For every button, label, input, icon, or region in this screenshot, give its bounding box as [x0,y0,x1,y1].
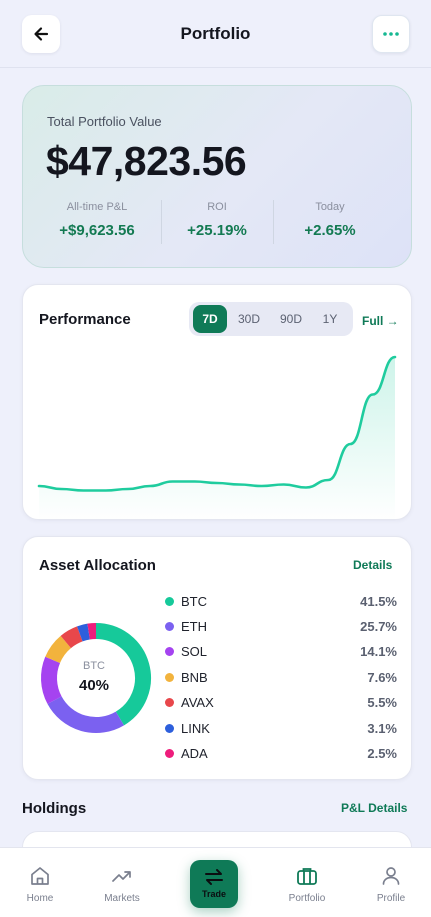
allocation-donut [41,623,151,733]
range-30d-button[interactable]: 30D [237,312,260,326]
nav-label: Markets [104,893,140,904]
performance-area [39,357,395,519]
asset-name: ADA [181,746,208,761]
total-value-label: Total Portfolio Value [47,114,162,129]
donut-center-value: 40% [78,677,110,694]
home-icon [31,867,49,885]
donut-center-label: BTC [83,660,105,672]
asset-name: AVAX [181,695,214,710]
donut-center: BTC 40% [39,623,149,733]
legend-dot [165,597,174,606]
performance-chart [37,355,397,519]
divider [273,200,274,244]
nav-home[interactable]: Home [0,848,83,917]
asset-percent: 2.5% [367,746,397,761]
donut-slice-link [77,623,91,642]
legend-row-btc: BTC 41.5% [165,592,397,612]
legend-row-avax: AVAX 5.5% [165,693,397,713]
nav-label: Portfolio [288,893,326,904]
back-button[interactable] [22,15,60,53]
divider [161,200,162,244]
legend-row-bnb: BNB 7.6% [165,668,397,688]
total-value: $47,823.56 [46,138,247,184]
asset-percent: 41.5% [360,594,397,609]
trending-up-icon [112,871,131,882]
legend-dot [165,749,174,758]
range-selector: 7D 30D 90D 1Y [189,302,353,336]
legend-row-link: LINK 3.1% [165,719,397,739]
donut-slice-btc [95,623,151,726]
legend-dot [165,647,174,656]
asset-percent: 14.1% [360,644,397,659]
full-chart-link[interactable]: Full → [362,314,399,328]
stat-label: All-time P&L [66,201,128,213]
stat-value: +2.65% [304,222,356,239]
asset-percent: 3.1% [367,721,397,736]
stat-all-time-pnl: All-time P&L +$9,623.56 [41,201,153,245]
legend-dot [165,698,174,707]
pnl-details-link[interactable]: P&L Details [341,801,408,815]
asset-percent: 5.5% [367,695,397,710]
more-horizontal-icon [383,32,399,36]
nav-label: Profile [376,893,406,904]
legend-row-ada: ADA 2.5% [165,744,397,764]
legend-dot [165,724,174,733]
arrow-left-icon [34,27,49,41]
stat-label: ROI [207,201,227,213]
allocation-title: Asset Allocation [39,557,156,574]
range-1y-button[interactable]: 1Y [322,312,338,326]
more-options-button[interactable] [372,15,410,53]
performance-line [37,355,397,492]
stat-roi: ROI +25.19% [161,201,273,245]
range-7d-button[interactable]: 7D [193,305,227,333]
performance-title: Performance [39,311,131,328]
portfolio-value-card: Total Portfolio Value $47,823.56 All-tim… [22,85,412,268]
asset-name: SOL [181,644,208,659]
nav-portfolio[interactable]: Portfolio [264,848,350,917]
trade-button[interactable]: Trade [190,860,238,908]
asset-name: ETH [181,619,207,634]
trade-label: Trade [201,889,226,899]
user-icon [382,867,400,885]
donut-slice-avax [60,626,83,649]
legend-row-eth: ETH 25.7% [165,617,397,637]
nav-profile[interactable]: Profile [348,848,431,917]
donut-slice-sol [41,656,62,704]
nav-label: Home [26,893,54,904]
donut-slice-ada [87,623,97,640]
donut-slice-eth [47,696,124,733]
asset-allocation-card: Asset Allocation Details BTC 40% BTC 41.… [22,536,412,780]
briefcase-icon [297,868,317,885]
holdings-title: Holdings [22,800,87,817]
legend-dot [165,622,174,631]
performance-card: Performance 7D 30D 90D 1Y Full → [22,284,412,520]
legend-dot [165,673,174,682]
stat-value: +25.19% [187,222,247,239]
range-90d-button[interactable]: 90D [279,312,302,326]
stat-today: Today +2.65% [274,201,386,245]
nav-markets[interactable]: Markets [79,848,165,917]
page-title: Portfolio [180,24,251,43]
asset-name: BTC [181,594,207,609]
asset-percent: 25.7% [360,619,397,634]
donut-slice-bnb [45,635,72,664]
asset-percent: 7.6% [367,670,397,685]
asset-name: LINK [181,721,210,736]
asset-name: BNB [181,670,208,685]
stat-label: Today [315,201,345,213]
swap-icon [205,869,223,885]
allocation-details-link[interactable]: Details [353,558,393,572]
legend-row-sol: SOL 14.1% [165,642,397,662]
top-app-bar: Portfolio [0,0,431,68]
stat-value: +$9,623.56 [59,222,135,239]
